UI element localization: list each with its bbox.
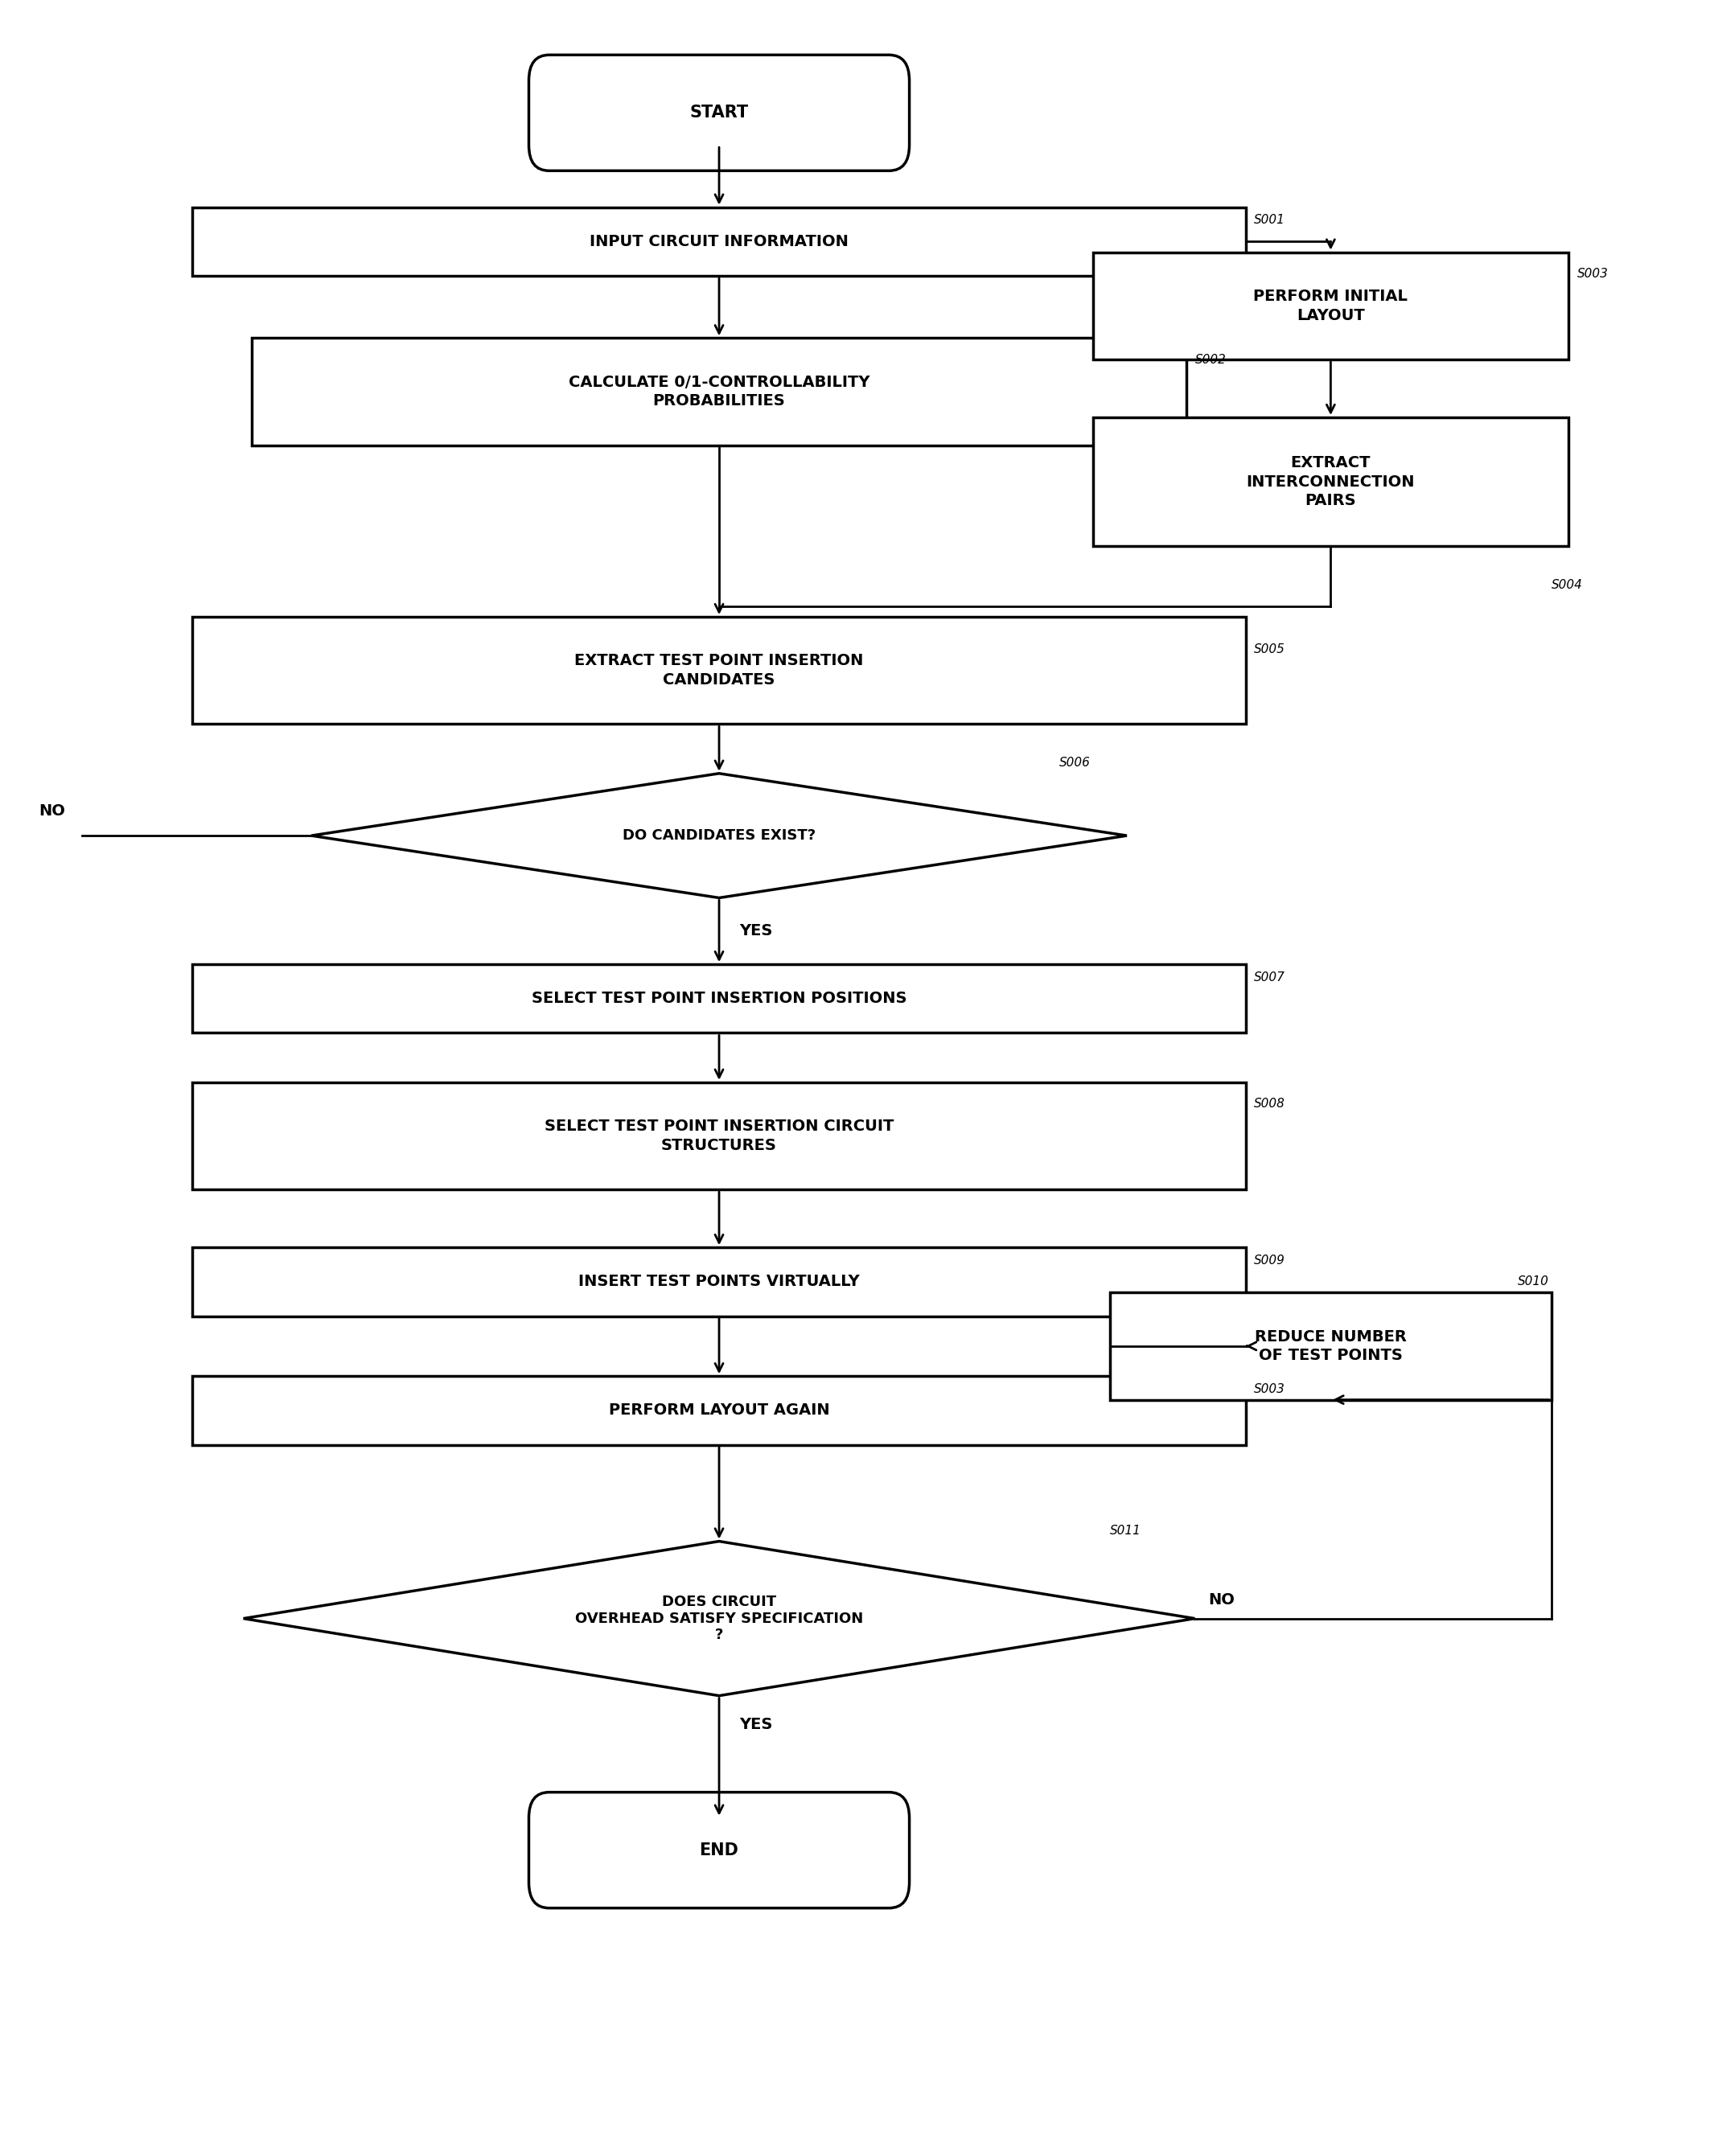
Text: DO CANDIDATES EXIST?: DO CANDIDATES EXIST? [622,828,816,843]
Bar [193,964,1245,1033]
Text: CALCULATE 0/1-CONTROLLABILITY
PROBABILITIES: CALCULATE 0/1-CONTROLLABILITY PROBABILIT… [568,375,870,410]
Text: SELECT TEST POINT INSERTION POSITIONS: SELECT TEST POINT INSERTION POSITIONS [532,992,906,1007]
Text: S010: S010 [1517,1276,1549,1287]
Bar [1110,1291,1551,1399]
Text: START: START [689,106,749,121]
Text: DOES CIRCUIT
OVERHEAD SATISFY SPECIFICATION
?: DOES CIRCUIT OVERHEAD SATISFY SPECIFICAT… [575,1595,864,1643]
Text: REDUCE NUMBER
OF TEST POINTS: REDUCE NUMBER OF TEST POINTS [1255,1328,1407,1363]
Text: EXTRACT TEST POINT INSERTION
CANDIDATES: EXTRACT TEST POINT INSERTION CANDIDATES [575,653,864,688]
Text: YES: YES [739,1716,773,1733]
Text: S005: S005 [1253,642,1286,655]
Text: NO: NO [39,804,65,819]
Text: INPUT CIRCUIT INFORMATION: INPUT CIRCUIT INFORMATION [590,233,848,250]
Text: S009: S009 [1253,1255,1286,1266]
Text: S003: S003 [1577,267,1609,280]
Polygon shape [311,774,1127,897]
Text: YES: YES [739,923,773,938]
Bar [193,207,1245,276]
Text: S008: S008 [1253,1097,1286,1110]
Bar [251,338,1187,446]
Bar [193,617,1245,724]
Text: S007: S007 [1253,970,1286,983]
Bar [193,1082,1245,1190]
Text: PERFORM LAYOUT AGAIN: PERFORM LAYOUT AGAIN [609,1404,829,1419]
Text: S006: S006 [1058,757,1091,770]
FancyBboxPatch shape [528,54,910,170]
Text: S004: S004 [1551,578,1583,591]
Text: INSERT TEST POINTS VIRTUALLY: INSERT TEST POINTS VIRTUALLY [578,1274,860,1289]
Bar [193,1376,1245,1445]
Bar [1093,418,1568,545]
FancyBboxPatch shape [528,1792,910,1908]
Text: S011: S011 [1110,1524,1141,1537]
Text: S002: S002 [1195,354,1226,367]
Bar [193,1248,1245,1315]
Text: END: END [699,1841,739,1858]
Text: PERFORM INITIAL
LAYOUT: PERFORM INITIAL LAYOUT [1253,289,1407,323]
Text: EXTRACT
INTERCONNECTION
PAIRS: EXTRACT INTERCONNECTION PAIRS [1247,455,1414,509]
Text: SELECT TEST POINT INSERTION CIRCUIT
STRUCTURES: SELECT TEST POINT INSERTION CIRCUIT STRU… [544,1119,894,1153]
Text: NO: NO [1209,1593,1235,1608]
Bar [1093,252,1568,360]
Text: S001: S001 [1253,213,1286,226]
Polygon shape [243,1542,1195,1697]
Text: S003: S003 [1253,1382,1286,1395]
